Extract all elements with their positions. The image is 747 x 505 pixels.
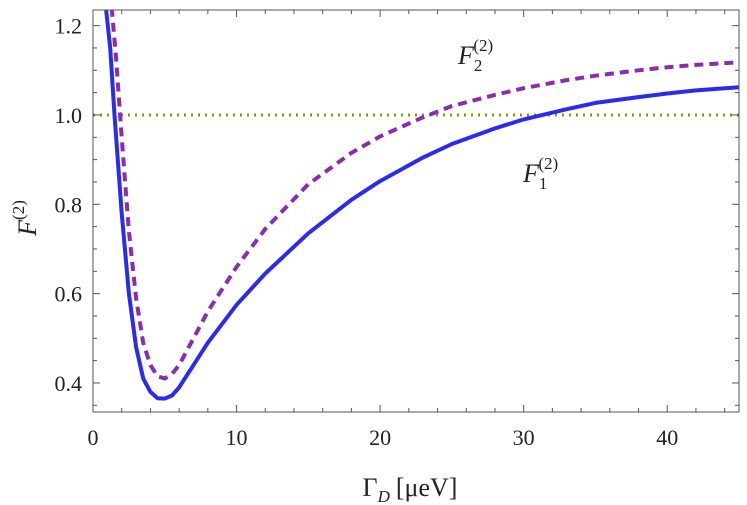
series-label-f2-sup: (2) (473, 36, 493, 55)
y-axis-label-sup: (2) (9, 200, 28, 220)
x-tick-label: 30 (513, 425, 535, 450)
x-tick-label: 20 (369, 425, 391, 450)
x-tick-label: 10 (226, 425, 248, 450)
series-label-f1-main: F (522, 159, 540, 188)
series-line-f2 (109, 10, 739, 381)
y-tick-label: 0.6 (55, 282, 83, 307)
axes-frame (92, 9, 740, 413)
x-axis-label-main: Γ (363, 473, 378, 502)
y-axis-label-main: F (13, 219, 42, 237)
series-label-f1: F1(2) (522, 154, 558, 193)
ticks: 0 10 20 30 40 0.4 0.6 0.8 1.0 1.2 (55, 10, 739, 450)
y-tick-label: 1.2 (55, 14, 83, 39)
x-axis-label-unit: [μeV] (396, 473, 458, 502)
series-label-f2-sub: 2 (474, 56, 483, 75)
series-label-f2-main: F (457, 41, 475, 70)
x-tick-label: 40 (656, 425, 678, 450)
x-axis-label: ΓD [μeV] (363, 473, 458, 505)
y-tick-label: 0.8 (55, 192, 83, 217)
series-line-f1 (104, 10, 739, 401)
series-label-f2: F2(2) (457, 36, 493, 75)
axes (92, 9, 740, 413)
series-label-f1-sup: (2) (538, 154, 558, 173)
y-tick-label: 1.0 (55, 103, 83, 128)
y-axis-label: F(2) (9, 200, 42, 237)
plot-area (93, 10, 739, 401)
y-tick-label: 0.4 (55, 371, 83, 396)
x-tick-label: 0 (88, 425, 99, 450)
x-axis-label-sub: D (377, 487, 391, 505)
series-label-f1-sub: 1 (539, 174, 548, 193)
